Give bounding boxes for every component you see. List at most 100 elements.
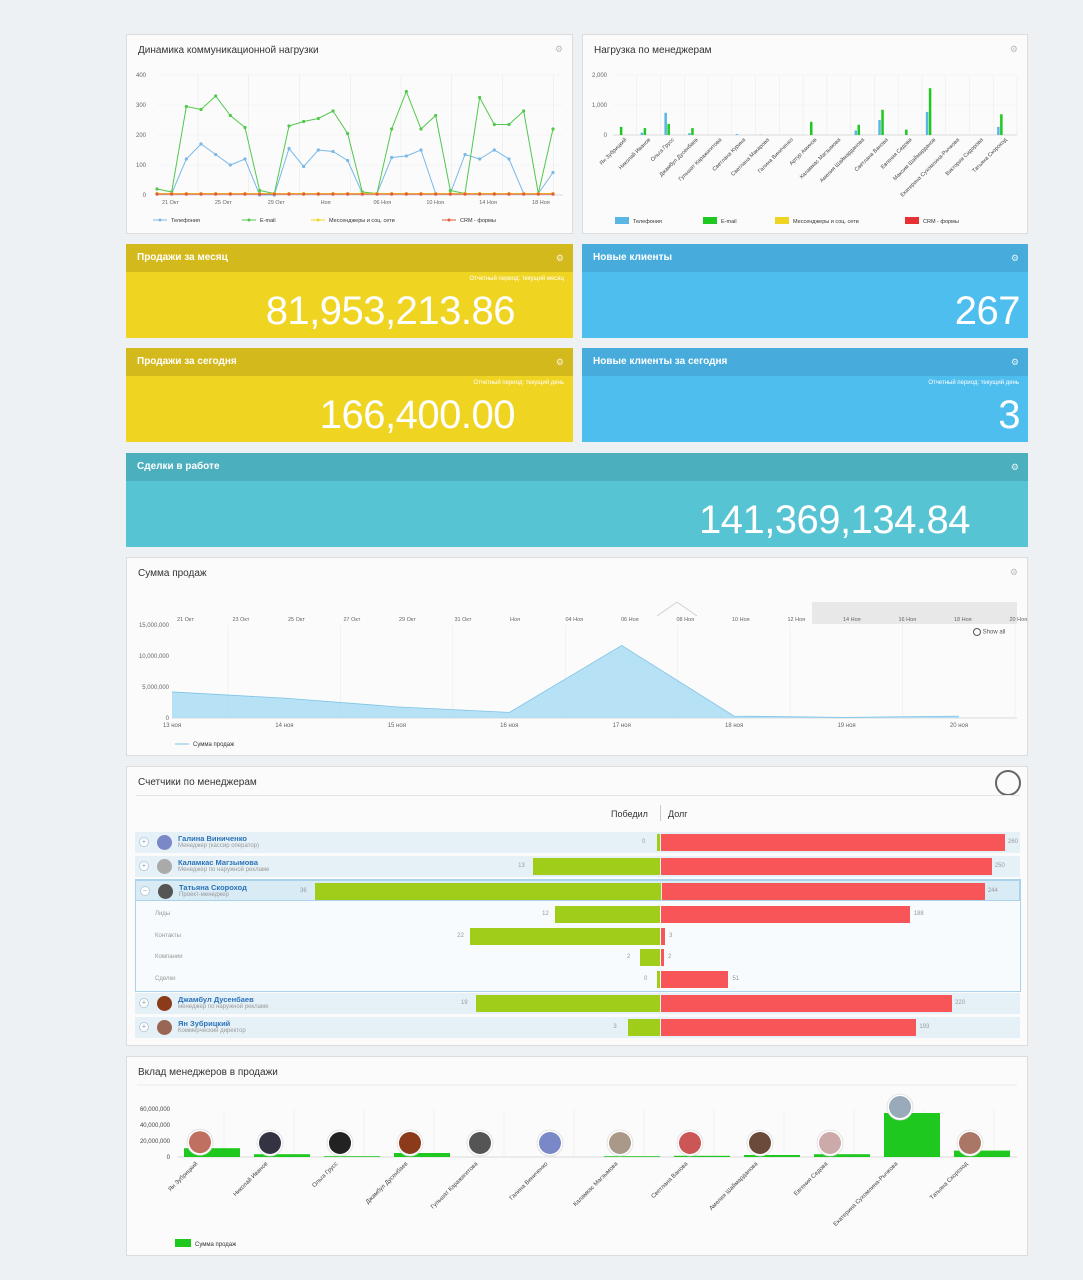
- data-point: [448, 188, 452, 193]
- kpi-new-clients: Новые клиенты ⚙ 267: [582, 244, 1028, 338]
- gear-icon[interactable]: ⚙: [1010, 253, 1019, 263]
- x-tick-label: 19 ноя: [837, 723, 855, 729]
- data-point: [243, 192, 247, 196]
- gear-icon[interactable]: ⚙: [1009, 567, 1018, 577]
- manager-row[interactable]: + Джамбул Дусенбаев менеджер по наружной р…: [135, 993, 1020, 1014]
- x-tick-label: 16 ноя: [500, 723, 518, 729]
- manager-row[interactable]: + Галина Виниченко Менеджер (кассир операт…: [135, 832, 1020, 853]
- expand-icon[interactable]: +: [139, 998, 149, 1008]
- data-point: [404, 154, 408, 158]
- bar: [184, 1148, 240, 1157]
- bar: [664, 112, 667, 135]
- expand-icon[interactable]: −: [140, 886, 150, 896]
- data-point: [492, 192, 496, 196]
- gear-icon[interactable]: ⚙: [1009, 44, 1018, 54]
- gear-icon[interactable]: ⚙: [1010, 357, 1019, 367]
- x-tick-label: 18 ноя: [725, 723, 743, 729]
- won-value: 22: [457, 932, 464, 939]
- data-point: [316, 116, 320, 121]
- manager-row[interactable]: + Ян Зубрицкий Коммерческий директор 3 193: [135, 1017, 1020, 1038]
- settings-circle-icon[interactable]: [995, 770, 1021, 796]
- y-tick-label: 200: [136, 133, 147, 139]
- x-tick-label: Ян Зубрицкий: [167, 1160, 199, 1192]
- gear-icon[interactable]: ⚙: [554, 44, 563, 54]
- data-point: [214, 192, 218, 196]
- data-point: [492, 148, 496, 152]
- data-point: [199, 192, 203, 196]
- navigator-shape: [656, 601, 698, 617]
- x-tick-label: Каламкас Магзымова: [799, 137, 843, 181]
- data-point: [404, 89, 408, 94]
- gear-icon[interactable]: ⚙: [555, 357, 564, 367]
- panel-title: Вклад менеджеров в продажи: [138, 1067, 278, 1078]
- debt-bar: [661, 995, 953, 1012]
- bar: [997, 126, 1000, 135]
- data-point: [302, 119, 306, 124]
- data-point: [507, 157, 511, 161]
- data-point: [536, 192, 540, 196]
- sub-label: Сделки: [155, 975, 176, 982]
- y-tick-label: 400: [136, 73, 147, 79]
- won-bar: [628, 1019, 660, 1036]
- manager-name[interactable]: Каламкас Магзымова: [178, 858, 258, 867]
- data-point: [258, 188, 262, 193]
- y-tick-label: 40,000,000: [140, 1123, 171, 1129]
- debt-bar: [661, 858, 992, 875]
- manager-name[interactable]: Ян Зубрицкий: [178, 1019, 231, 1028]
- data-point: [448, 192, 452, 196]
- kpi-value: 166,400.00: [319, 393, 516, 437]
- bar: [667, 123, 670, 135]
- kpi-title: Новые клиенты: [582, 244, 1028, 272]
- won-bar: [475, 995, 660, 1012]
- manager-row[interactable]: + Каламкас Магзымова Менеджер по наружной …: [135, 856, 1020, 877]
- data-point: [522, 192, 526, 196]
- expand-icon[interactable]: +: [139, 837, 149, 847]
- avatar: [959, 1132, 981, 1154]
- kpi-value: 3: [998, 393, 1020, 437]
- avatar: [157, 835, 172, 850]
- bar: [878, 120, 881, 135]
- gear-icon[interactable]: ⚙: [555, 253, 564, 263]
- kpi-period: Отчетный период: текущий месяц: [469, 276, 564, 282]
- debt-value: 244: [987, 888, 998, 894]
- legend-label: Телефония: [171, 218, 200, 224]
- data-point: [184, 157, 188, 161]
- won-value: 13: [518, 863, 525, 869]
- data-point: [551, 127, 555, 131]
- zoom-icon: [973, 628, 981, 636]
- data-point: [243, 125, 247, 130]
- debt-bar: [661, 834, 1005, 851]
- data-point: [302, 164, 306, 169]
- expand-icon[interactable]: +: [139, 861, 149, 871]
- sales-sum-panel: Сумма продаж ⚙ 21 Окт 23 Окт 25 Окт 27 Окт 2…: [126, 557, 1028, 756]
- expand-icon[interactable]: +: [139, 1022, 149, 1032]
- data-point: [463, 192, 467, 196]
- series-line: [157, 143, 554, 196]
- data-point: [258, 192, 262, 196]
- kpi-period: Отчетный период: текущий день: [928, 380, 1019, 386]
- manager-row[interactable]: − Татьяна Скороход Проект-менеджер 36 244: [135, 880, 1020, 901]
- navigator-tick: 06 Ноя: [621, 617, 639, 623]
- bar: [925, 111, 929, 135]
- gear-icon[interactable]: ⚙: [1010, 462, 1019, 472]
- kpi-title: Новые клиенты за сегодня: [582, 348, 1028, 376]
- won-bar: [657, 834, 660, 851]
- manager-name[interactable]: Галина Виниченко: [178, 834, 247, 843]
- legend-swatch: [703, 217, 717, 224]
- avatar: [329, 1132, 351, 1154]
- sub-label: Лиды: [155, 911, 171, 917]
- manager-name[interactable]: Татьяна Скороход: [179, 883, 247, 892]
- data-point: [419, 148, 423, 152]
- x-tick-label: Амелия Шаймарданова: [818, 136, 866, 184]
- data-point: [228, 113, 232, 118]
- show-all-button[interactable]: Show all: [973, 628, 1005, 636]
- data-point: [287, 146, 291, 151]
- navigator-tick: 14 Ноя: [843, 617, 861, 623]
- y-tick-label: 60,000,000: [140, 1107, 171, 1113]
- bar: [735, 134, 739, 135]
- manager-role: Менеджер по наружной рекламе: [178, 867, 270, 873]
- manager-name[interactable]: Джамбул Дусенбаев: [178, 995, 254, 1004]
- won-value: 0: [642, 839, 646, 845]
- debt-header: Долг: [668, 809, 688, 819]
